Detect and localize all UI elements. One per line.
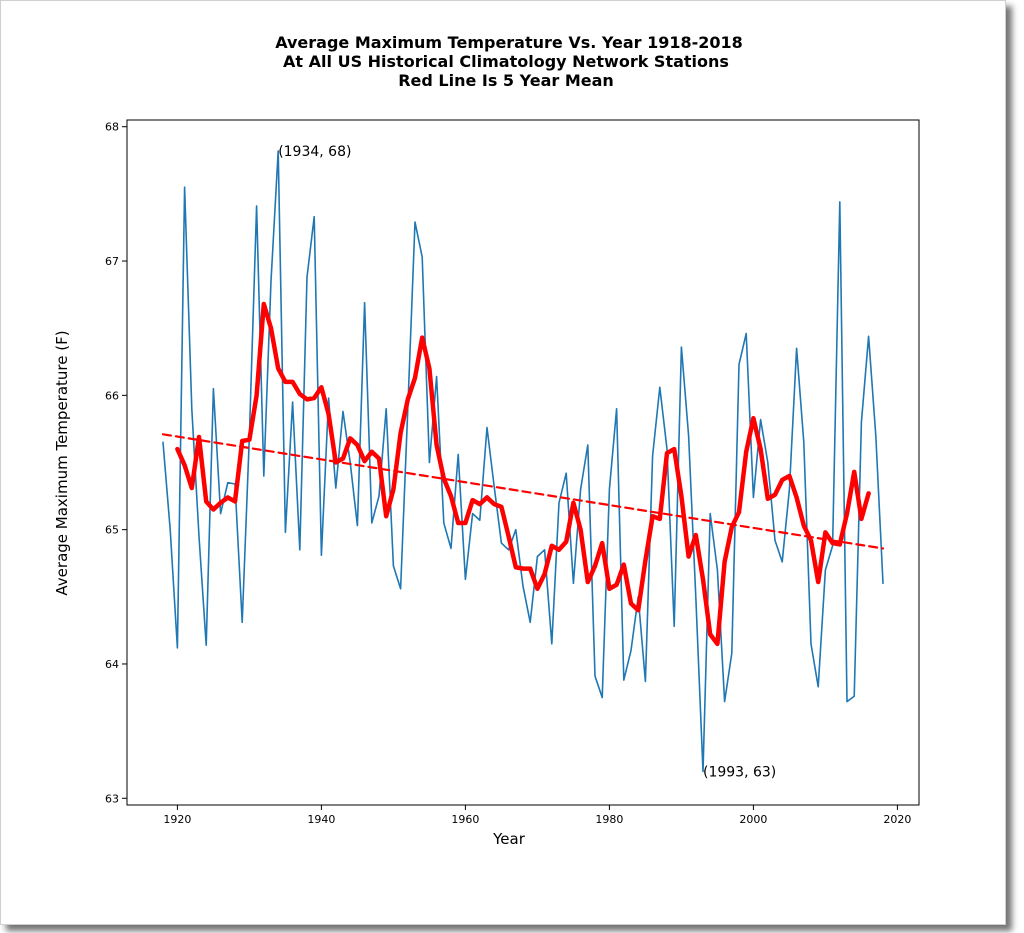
- chart-title-line-1: Average Maximum Temperature Vs. Year 191…: [275, 33, 743, 52]
- series-layer: [161, 150, 885, 773]
- x-tick-label: 1920: [163, 813, 191, 826]
- annual-temperature-line: [162, 150, 884, 773]
- y-tick-label: 68: [105, 121, 119, 134]
- annotations: (1934, 68) (1993, 63): [278, 144, 776, 781]
- y-tick-label: 64: [105, 658, 119, 671]
- five-year-mean-line: [175, 301, 871, 647]
- y-tick-label: 63: [105, 792, 119, 805]
- x-tick-label: 1960: [451, 813, 479, 826]
- chart-title-line-3: Red Line Is 5 Year Mean: [398, 71, 614, 90]
- y-tick-label: 66: [105, 389, 119, 402]
- y-tick-label: 65: [105, 524, 119, 537]
- trend-line: [161, 433, 885, 550]
- x-axis: 1920 1940 1960 1980 2000 2020: [163, 805, 911, 826]
- annotation-label: (1993, 63): [703, 764, 776, 780]
- x-tick-label: 2000: [739, 813, 767, 826]
- figure-frame: Average Maximum Temperature Vs. Year 191…: [0, 0, 1006, 925]
- annotation-label: (1934, 68): [278, 144, 351, 160]
- line-chart: Average Maximum Temperature Vs. Year 191…: [53, 33, 920, 848]
- x-tick-label: 1980: [595, 813, 623, 826]
- plot-area: [126, 119, 920, 806]
- y-axis: 63 64 65 66 67 68: [105, 121, 127, 805]
- chart-title-line-2: At All US Historical Climatology Network…: [283, 52, 729, 71]
- x-axis-label: Year: [492, 830, 526, 848]
- x-tick-label: 1940: [307, 813, 335, 826]
- y-tick-label: 67: [105, 255, 119, 268]
- y-axis-label: Average Maximum Temperature (F): [53, 330, 71, 595]
- x-tick-label: 2020: [883, 813, 911, 826]
